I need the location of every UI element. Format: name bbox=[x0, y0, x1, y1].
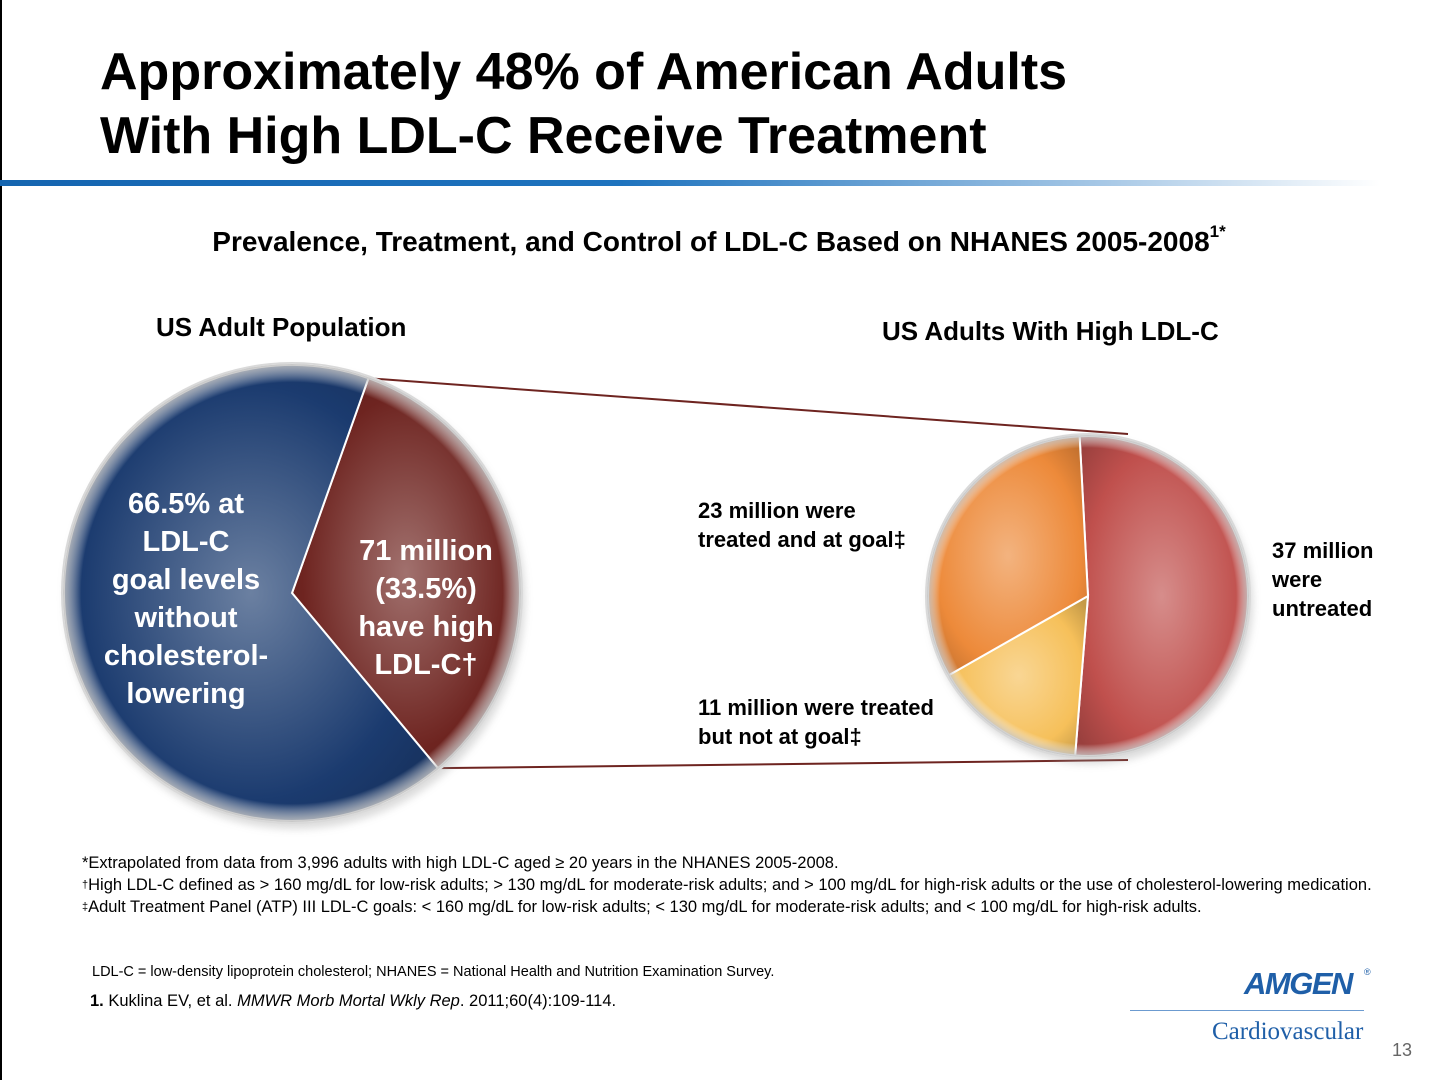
left-border bbox=[0, 0, 2, 1080]
pie2-slice-0 bbox=[1074, 435, 1250, 757]
title-rule bbox=[0, 180, 1380, 186]
slice-label-goal: 66.5% at LDL-C goal levels without cholester… bbox=[104, 488, 268, 710]
callout-treated-not-at-goal: 11 million were treated but not at goal‡ bbox=[698, 693, 934, 751]
slice-label-high-ldl: 71 million (33.5%) have high LDL-C† bbox=[358, 535, 493, 681]
connector-line-top bbox=[368, 377, 1129, 435]
pie1-group: 66.5% at LDL-C goal levels without cholester… bbox=[61, 362, 525, 829]
chart-subtitle: Prevalence, Treatment, and Control of LD… bbox=[0, 222, 1438, 258]
pie1-title: US Adult Population bbox=[156, 312, 407, 342]
callout-line: treated and at goal‡ bbox=[698, 527, 906, 552]
callout-line: but not at goal‡ bbox=[698, 724, 862, 749]
slide-title: Approximately 48% of American Adults Wit… bbox=[100, 40, 1300, 168]
registered-mark: ® bbox=[1364, 967, 1371, 977]
callout-line: 23 million were bbox=[698, 498, 856, 523]
footnotes: *Extrapolated from data from 3,996 adult… bbox=[82, 852, 1372, 918]
pie2-title: US Adults With High LDL-C bbox=[882, 316, 1219, 346]
reference: 1. Kuklina EV, et al. MMWR Morb Mortal W… bbox=[90, 992, 617, 1010]
abbreviations: LDL-C = low-density lipoprotein choleste… bbox=[92, 964, 775, 980]
callout-untreated: 37 million were untreated bbox=[1272, 536, 1373, 623]
amgen-logo: AMGEN bbox=[1244, 966, 1353, 1001]
title-line-2: With High LDL-C Receive Treatment bbox=[100, 107, 987, 165]
logo-division: Cardiovascular bbox=[1212, 1018, 1364, 1045]
connector-line-bottom bbox=[437, 759, 1129, 770]
subtitle-footnote-mark: 1* bbox=[1209, 222, 1226, 241]
logo-divider bbox=[1130, 1010, 1364, 1011]
footnote-dagger: †High LDL-C defined as > 160 mg/dL for l… bbox=[82, 876, 1372, 894]
callout-line: were bbox=[1272, 567, 1323, 592]
pie2-group bbox=[925, 433, 1253, 764]
callout-treated-at-goal: 23 million were treated and at goal‡ bbox=[698, 496, 906, 554]
callout-line: 11 million were treated bbox=[698, 695, 934, 720]
footnote-double-dagger: ‡Adult Treatment Panel (ATP) III LDL-C g… bbox=[82, 898, 1202, 916]
callout-line: 37 million bbox=[1272, 538, 1374, 563]
title-line-1: Approximately 48% of American Adults bbox=[100, 43, 1068, 101]
footnote-asterisk: *Extrapolated from data from 3,996 adult… bbox=[82, 854, 839, 872]
page-number: 13 bbox=[1392, 1040, 1413, 1060]
callout-line: untreated bbox=[1272, 596, 1373, 621]
subtitle-text: Prevalence, Treatment, and Control of LD… bbox=[212, 226, 1210, 257]
